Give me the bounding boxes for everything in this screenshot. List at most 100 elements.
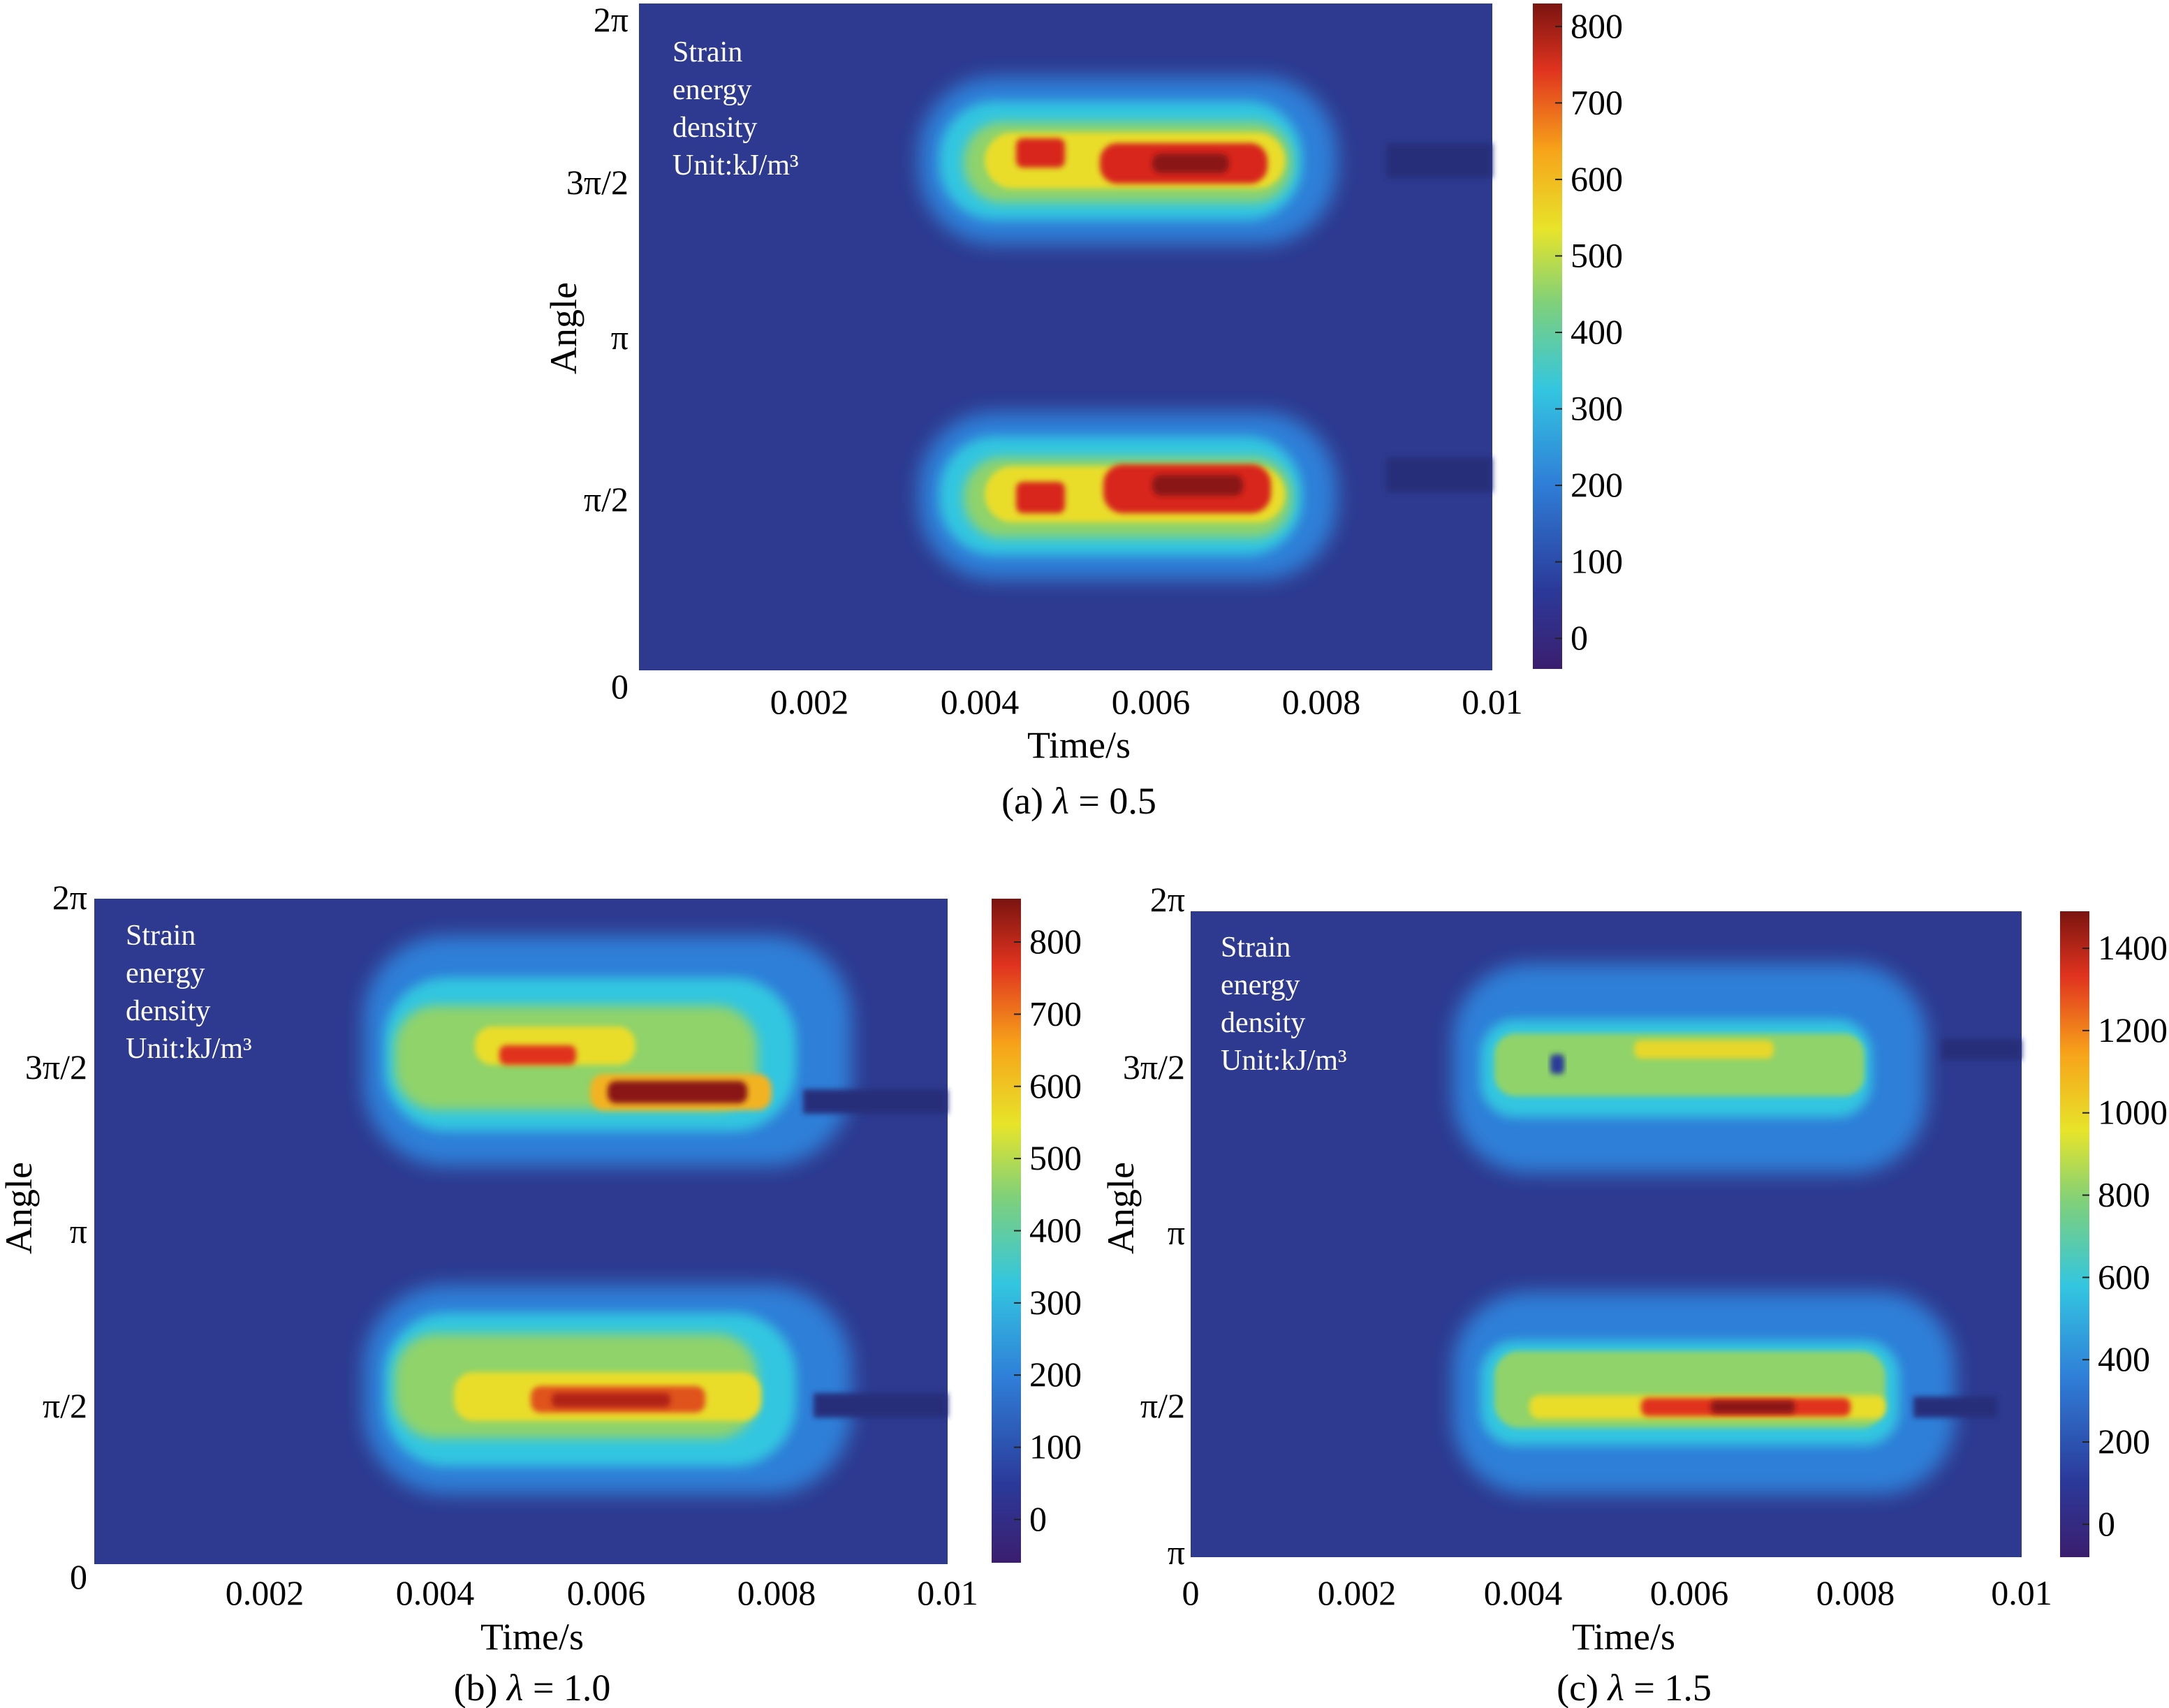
panel-a-ytick-0: 0 xyxy=(611,667,628,706)
colorbar-tick-label: 600 xyxy=(1029,1066,1082,1105)
panel-a-upper-core xyxy=(1152,154,1229,173)
colorbar-tick-label: 700 xyxy=(1571,82,1623,122)
panel-b-xtick-0008: 0.008 xyxy=(737,1573,816,1612)
colorbar-tick-label: 400 xyxy=(1029,1211,1082,1250)
panel-b-ytick-pi: π xyxy=(70,1212,87,1251)
panel-b-annotation-line-3: density xyxy=(126,995,210,1027)
panel-b-ytick-3pi2: 3π/2 xyxy=(25,1047,87,1087)
panel-a-caption: (a) λ = 0.5 xyxy=(1001,780,1156,822)
colorbar-tick-label: 200 xyxy=(2098,1422,2150,1461)
panel-c-xlabel: Time/s xyxy=(1572,1616,1675,1658)
panel-b-ytick-pi2: π/2 xyxy=(43,1386,87,1425)
panel-c-hotspot-upper xyxy=(1453,964,1927,1173)
panel-c-ylabel: Angle xyxy=(1100,1162,1142,1254)
panel-c-annotation-line-4: Unit:kJ/m³ xyxy=(1221,1045,1347,1077)
panel-c-xtick-0: 0 xyxy=(1182,1573,1200,1612)
panel-a-hotspot-upper xyxy=(918,77,1337,244)
panel-c-ytick-3pi2: 3π/2 xyxy=(1123,1047,1185,1087)
panel-a-hotspot-lower xyxy=(918,412,1337,580)
colorbar-tick-label: 300 xyxy=(1571,389,1623,428)
colorbar-tick-label: 600 xyxy=(1571,159,1623,198)
colorbar-tick-label: 800 xyxy=(1029,922,1082,961)
panel-b-xlabel: Time/s xyxy=(480,1616,584,1658)
panel-a-xlabel: Time/s xyxy=(1027,724,1131,766)
colorbar-tick-label: 0 xyxy=(1029,1499,1047,1538)
panel-c-colorbar-ticks: 0 200 400 600 800 1000 1200 1400 xyxy=(2082,928,2168,1543)
panel-c-xtick-0008: 0.008 xyxy=(1816,1573,1895,1612)
colorbar-tick-label: 200 xyxy=(1029,1355,1082,1394)
panel-b-dark-streak-upper xyxy=(803,1089,948,1114)
panel-a-ytick-pi: π xyxy=(611,318,628,357)
colorbar-tick-label: 700 xyxy=(1029,994,1082,1033)
panel-a-ytick-pi2: π/2 xyxy=(584,480,628,519)
colorbar-tick-label: 100 xyxy=(1571,542,1623,581)
panel-a-annotation-line-2: energy xyxy=(672,74,752,106)
panel-c-annotation-line-1: Strain xyxy=(1221,932,1291,964)
colorbar-tick-label: 800 xyxy=(1571,6,1623,45)
panel-a-lower-core xyxy=(1152,475,1243,496)
panel-c-xtick-0002: 0.002 xyxy=(1318,1573,1397,1612)
panel-a-annotation-line-3: density xyxy=(672,112,757,144)
panel-a-upper-red-left xyxy=(1016,138,1065,168)
colorbar-tick-label: 800 xyxy=(2098,1175,2150,1214)
panel-c-ytick-pi: π xyxy=(1168,1213,1185,1252)
panel-b-annotation-line-2: energy xyxy=(126,957,205,989)
colorbar-tick-label: 500 xyxy=(1029,1138,1082,1177)
colorbar-tick-label: 1200 xyxy=(2098,1010,2168,1050)
panel-c: Strain energy density Unit:kJ/m³ 2π 3π/2… xyxy=(1100,880,2168,1708)
panel-a-annotation-line-1: Strain xyxy=(672,36,742,68)
panel-b-xtick-001: 0.01 xyxy=(917,1573,978,1612)
panel-c-ytick-2pi: 2π xyxy=(1150,880,1185,919)
panel-b-colorbar-ticks: 0 100 200 300 400 500 600 700 800 xyxy=(1014,922,1082,1538)
panel-c-dark-streak-lower xyxy=(1913,1397,1997,1418)
colorbar-tick-label: 100 xyxy=(1029,1427,1082,1466)
panel-c-hotspot-lower xyxy=(1453,1292,1955,1494)
colorbar-tick-label: 600 xyxy=(2098,1257,2150,1296)
panel-c-ytick-bottom: π xyxy=(1168,1533,1185,1572)
panel-c-upper-dark-notch xyxy=(1550,1054,1564,1074)
panel-b-xtick-0006: 0.006 xyxy=(567,1573,646,1612)
panel-a-colorbar xyxy=(1533,3,1562,669)
panel-a-annotation-line-4: Unit:kJ/m³ xyxy=(672,149,799,182)
colorbar-tick-label: 400 xyxy=(2098,1339,2150,1378)
panel-b-annotation-line-4: Unit:kJ/m³ xyxy=(126,1033,252,1065)
panel-b-xtick-0004: 0.004 xyxy=(396,1573,475,1612)
panel-c-caption: (c) λ = 1.5 xyxy=(1557,1667,1712,1708)
panel-c-annotation-line-3: density xyxy=(1221,1007,1305,1039)
colorbar-tick-label: 300 xyxy=(1029,1283,1082,1322)
panel-a: Strain energy density Unit:kJ/m³ 2π 3π/2… xyxy=(543,0,1623,822)
panel-a-ytick-3pi2: 3π/2 xyxy=(566,163,628,202)
panel-a-dark-streak-upper xyxy=(1386,143,1492,178)
panel-a-dark-streak-lower xyxy=(1386,457,1492,492)
panel-b: Strain energy density Unit:kJ/m³ 2π 3π/2… xyxy=(0,878,1082,1708)
panel-b-lower-core xyxy=(552,1393,670,1407)
panel-a-xtick-0008: 0.008 xyxy=(1282,682,1361,721)
colorbar-tick-label: 200 xyxy=(1571,465,1623,504)
panel-b-upper-red-1 xyxy=(499,1045,576,1065)
panel-a-xtick-0006: 0.006 xyxy=(1112,682,1191,721)
panel-a-ylabel: Angle xyxy=(543,282,584,374)
colorbar-tick-label: 1400 xyxy=(2098,928,2168,967)
panel-a-xtick-0004: 0.004 xyxy=(941,682,1020,721)
panel-c-xtick-001: 0.01 xyxy=(1991,1573,2052,1612)
panel-b-caption: (b) λ = 1.0 xyxy=(454,1667,611,1708)
panel-c-lower-core xyxy=(1711,1401,1795,1413)
panel-c-colorbar xyxy=(2060,911,2089,1557)
panel-c-annotation-line-2: energy xyxy=(1221,969,1300,1001)
panel-c-xtick-0004: 0.004 xyxy=(1484,1573,1563,1612)
panel-a-xtick-001: 0.01 xyxy=(1462,682,1523,721)
colorbar-tick-label: 500 xyxy=(1571,235,1623,274)
colorbar-tick-label: 1000 xyxy=(2098,1093,2168,1132)
panel-a-xtick-0002: 0.002 xyxy=(770,682,849,721)
colorbar-tick-label: 0 xyxy=(1571,618,1588,657)
panel-c-upper-yellow xyxy=(1634,1040,1774,1059)
panel-b-hotspot-upper xyxy=(363,936,852,1166)
panel-b-hotspot-lower xyxy=(363,1285,852,1494)
panel-c-ytick-pi2: π/2 xyxy=(1140,1386,1185,1425)
panel-b-ytick-0: 0 xyxy=(70,1557,87,1596)
panel-b-ylabel: Angle xyxy=(0,1162,40,1254)
panel-c-xtick-0006: 0.006 xyxy=(1650,1573,1729,1612)
panel-a-colorbar-ticks: 0 100 200 300 400 500 600 700 800 xyxy=(1555,6,1623,657)
panel-a-lower-red-left xyxy=(1016,482,1065,513)
